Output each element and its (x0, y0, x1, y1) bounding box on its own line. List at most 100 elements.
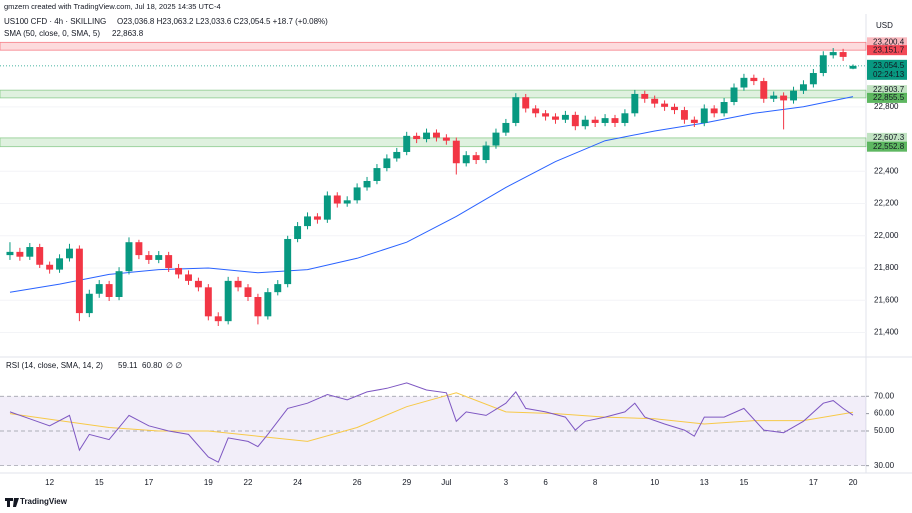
x-tick-label: 10 (650, 478, 659, 487)
candle-body (353, 187, 361, 201)
candle-body (839, 52, 847, 57)
last-price-label: 23,054.5 (873, 61, 905, 70)
candle-body (313, 216, 321, 220)
brand-logo (5, 498, 19, 507)
zone-label: 22,607.3 (873, 133, 905, 142)
rsi-tick-label: 30.00 (874, 461, 895, 470)
candle-body (601, 118, 609, 123)
candle-body (641, 93, 649, 99)
candle-body (492, 132, 500, 146)
candle-body (244, 287, 252, 297)
candle-body (264, 292, 272, 317)
x-tick-label: 29 (402, 478, 411, 487)
candle-body (125, 242, 133, 272)
candle-body (85, 293, 93, 314)
candle-body (36, 247, 44, 265)
candle-body (194, 280, 202, 288)
candle-body (750, 77, 758, 82)
candle-body (621, 113, 629, 123)
y-tick-label: 22,000 (874, 231, 899, 240)
candle-body (532, 108, 540, 114)
candle-body (472, 155, 480, 161)
candle-body (26, 247, 34, 257)
candle-body (95, 284, 103, 294)
candle-body (224, 280, 232, 322)
candle-body (482, 145, 490, 161)
y-tick-label: 22,400 (874, 166, 899, 175)
candle-body (710, 108, 718, 114)
candle-body (115, 271, 123, 297)
candle-body (175, 267, 183, 275)
x-tick-label: 17 (809, 478, 818, 487)
candle-body (700, 108, 708, 123)
candle-body (661, 103, 669, 107)
x-tick-label: 6 (543, 478, 548, 487)
candle-body (849, 65, 857, 69)
candle-body (363, 180, 371, 188)
candle-body (522, 97, 530, 109)
zone-label: 23,200.4 (873, 37, 905, 46)
candle-body (403, 135, 411, 152)
candle-body (829, 52, 837, 56)
candle-body (413, 135, 421, 140)
candle-body (46, 264, 54, 270)
zone (0, 41, 867, 51)
candle-body (631, 93, 639, 114)
candle-body (462, 155, 470, 164)
candle-body (571, 114, 579, 127)
x-tick-label: 20 (849, 478, 858, 487)
y-tick-label: 21,400 (874, 328, 899, 337)
candle-body (720, 102, 728, 114)
candle-body (75, 248, 83, 314)
candle-body (155, 255, 163, 260)
candle-body (16, 251, 24, 257)
x-tick-label: 12 (45, 478, 54, 487)
y-tick-label: 22,200 (874, 199, 899, 208)
x-tick-label: 8 (593, 478, 598, 487)
y-tick-label: 21,600 (874, 295, 899, 304)
rsi-ma-line (9, 392, 854, 442)
x-tick-label: 17 (144, 478, 153, 487)
sma-line (9, 96, 854, 293)
candle-body (780, 95, 788, 101)
rsi-ma-value: 60.80 (142, 361, 163, 370)
candle-body (730, 87, 738, 103)
x-tick-label: 3 (504, 478, 509, 487)
zone-label: 22,855.5 (873, 93, 905, 102)
candle-body (432, 132, 440, 138)
symbol: US100 CFD · 4h · SKILLING (4, 17, 106, 26)
candle-body (274, 284, 282, 293)
x-tick-label: 19 (204, 478, 213, 487)
zone-label-bg (867, 85, 907, 96)
candle-body (552, 116, 559, 120)
candle-body (254, 296, 262, 317)
x-tick-label: 26 (353, 478, 362, 487)
zone-label-bg (867, 132, 907, 143)
candle-body (373, 168, 381, 181)
x-tick-label: Jul (441, 478, 451, 487)
sma-title: SMA (50, close, 0, SMA, 5) (4, 29, 100, 38)
candle-body (214, 316, 222, 322)
zone-label-bg (867, 141, 907, 152)
x-tick-label: 13 (700, 478, 709, 487)
rsi-tick-label: 50.00 (874, 426, 895, 435)
sma-value: 22,863.8 (112, 29, 144, 38)
zone-label-bg (867, 92, 907, 103)
currency: USD (876, 21, 893, 30)
candle-body (819, 55, 827, 74)
candle-body (770, 95, 778, 99)
zone-label-bg (867, 37, 907, 48)
candle-body (542, 113, 550, 117)
y-tick-label: 21,800 (874, 263, 899, 272)
zone (0, 89, 867, 99)
candle-body (393, 151, 401, 159)
candle-body (591, 119, 599, 123)
x-tick-label: 22 (244, 478, 253, 487)
candle-body (135, 242, 143, 256)
candle-body (343, 200, 351, 204)
candle-body (611, 118, 619, 123)
rsi-tick-label: 70.00 (874, 391, 895, 400)
candle-body (452, 140, 460, 164)
candle-body (809, 73, 817, 85)
